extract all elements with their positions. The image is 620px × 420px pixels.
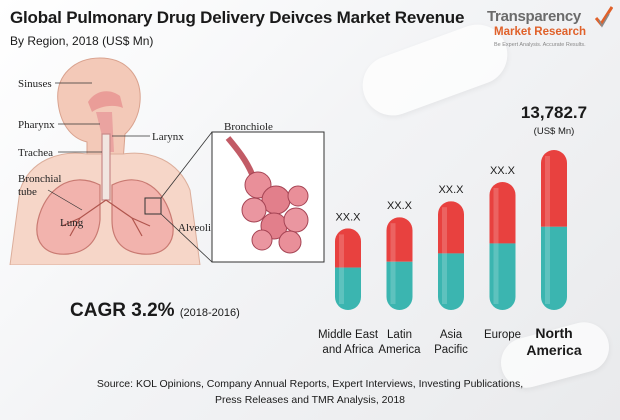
label-trachea: Trachea bbox=[18, 147, 53, 159]
checkmark-icon bbox=[595, 6, 613, 28]
value-label: XX.X bbox=[438, 184, 464, 196]
source-line-2: Press Releases and TMR Analysis, 2018 bbox=[214, 394, 406, 406]
source-line-1: Source: KOL Opinions, Company Annual Rep… bbox=[96, 378, 524, 390]
category-label: Europe bbox=[484, 329, 521, 341]
category-label: America bbox=[378, 344, 421, 356]
cagr-callout: CAGR 3.2% (2018-2016) bbox=[70, 300, 240, 322]
zoom-box bbox=[144, 197, 162, 215]
logo-sub: Market Research bbox=[494, 26, 587, 38]
value-label: 13,782.7 bbox=[521, 103, 587, 122]
bar-highlight bbox=[442, 207, 447, 304]
label-bronchiole: Bronchiole bbox=[224, 121, 273, 133]
bar-highlight bbox=[545, 156, 550, 304]
bar-top-segment bbox=[438, 201, 464, 254]
label-lung: Lung bbox=[60, 217, 84, 229]
bar-bottom-segment bbox=[489, 243, 516, 310]
chart-title: Global Pulmonary Drug Delivery Deivces M… bbox=[10, 8, 465, 27]
revenue-bar-chart: XX.X Middle East and Africa XX.X Latin Americ… bbox=[318, 103, 587, 358]
label-alveoli: Alveoli bbox=[178, 222, 211, 234]
bar-top-segment bbox=[541, 150, 567, 227]
bar-bottom-segment bbox=[335, 267, 361, 310]
label-sinuses: Sinuses bbox=[18, 78, 52, 90]
left-lung bbox=[36, 179, 101, 255]
bar bbox=[541, 150, 567, 310]
bar bbox=[335, 228, 361, 310]
bar bbox=[438, 201, 464, 310]
bar-bottom-segment bbox=[438, 253, 464, 310]
cagr-value: CAGR 3.2% bbox=[70, 300, 175, 321]
bar-top-segment bbox=[489, 182, 516, 244]
value-unit-label: (US$ Mn) bbox=[534, 126, 575, 137]
chart-subtitle: By Region, 2018 (US$ Mn) bbox=[10, 34, 154, 48]
logo-tagline: Be Expert Analysis. Accurate Results. bbox=[494, 42, 586, 48]
bar-top-segment bbox=[386, 217, 413, 262]
category-label: America bbox=[526, 342, 581, 358]
label-pharynx: Pharynx bbox=[18, 119, 55, 131]
value-label: XX.X bbox=[387, 200, 413, 212]
bar bbox=[489, 182, 516, 310]
category-label: Asia bbox=[440, 329, 463, 341]
label-larynx: Larynx bbox=[152, 131, 184, 143]
respiratory-illustration: Sinuses Pharynx Larynx Trachea Bronchial… bbox=[9, 57, 325, 265]
bar-highlight bbox=[493, 188, 499, 304]
category-label: Latin bbox=[387, 329, 412, 341]
label-bronchial-tube: tube bbox=[18, 186, 37, 198]
company-logo: Transparency Market Research Be Expert A… bbox=[487, 6, 613, 58]
head-silhouette bbox=[57, 57, 141, 163]
category-label: Middle East bbox=[318, 329, 379, 341]
bar-bottom-segment bbox=[386, 261, 413, 310]
bar-top-segment bbox=[335, 228, 361, 268]
label-bronchial: Bronchial bbox=[18, 173, 61, 185]
bronchial-tree bbox=[61, 199, 151, 237]
value-label: XX.X bbox=[335, 211, 361, 223]
right-lung bbox=[111, 179, 174, 255]
category-label: Pacific bbox=[434, 344, 468, 356]
source-note: Source: KOL Opinions, Company Annual Rep… bbox=[0, 376, 620, 408]
trachea-shape bbox=[101, 133, 111, 201]
bar-bottom-segment bbox=[541, 226, 567, 310]
category-label: North bbox=[535, 325, 572, 341]
logo-name: Transparency bbox=[487, 8, 581, 25]
bar bbox=[386, 217, 413, 310]
category-label: and Africa bbox=[322, 344, 374, 356]
value-label: XX.X bbox=[490, 165, 516, 177]
bar-highlight bbox=[339, 234, 344, 304]
cagr-period: (2018-2016) bbox=[179, 307, 240, 319]
bar-highlight bbox=[390, 223, 396, 304]
alveoli-cluster bbox=[225, 136, 309, 254]
